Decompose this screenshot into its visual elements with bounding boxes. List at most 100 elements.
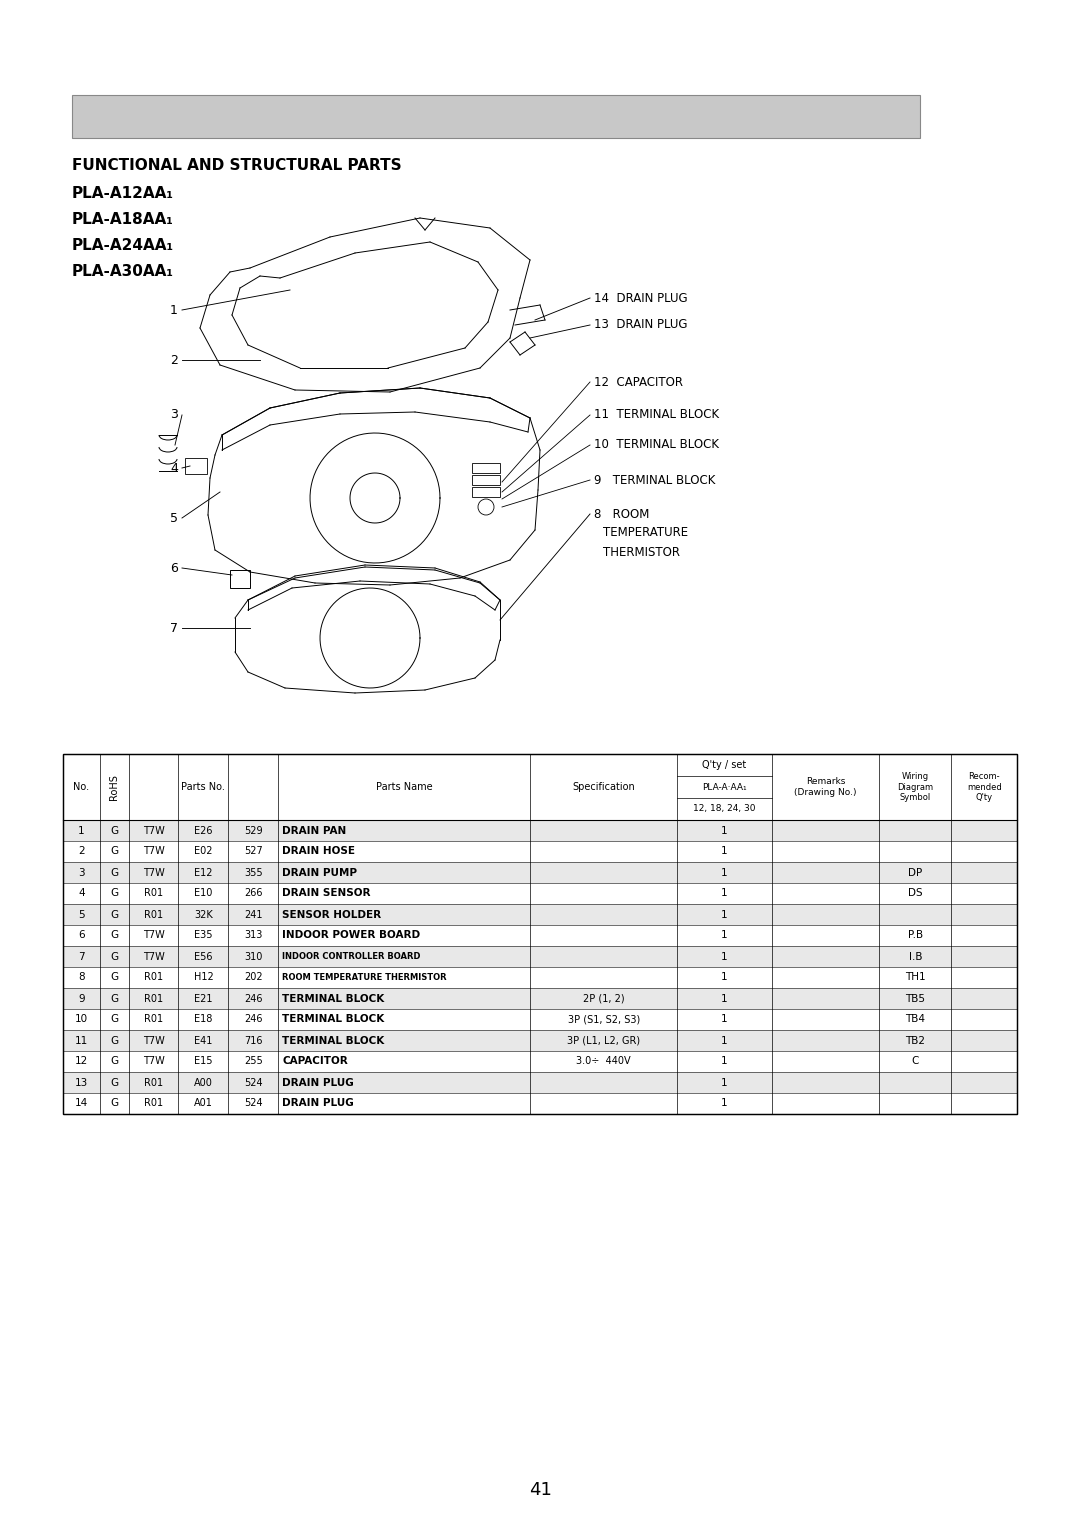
- Text: TB5: TB5: [905, 994, 926, 1003]
- Bar: [63, 968, 1017, 987]
- Bar: [472, 487, 500, 498]
- Text: PLA-A30AA₁: PLA-A30AA₁: [72, 263, 174, 279]
- Text: CAPACITOR: CAPACITOR: [282, 1056, 348, 1067]
- Text: TERMINAL BLOCK: TERMINAL BLOCK: [282, 1035, 384, 1046]
- Text: TEMPERATURE: TEMPERATURE: [603, 527, 688, 539]
- Text: RoHS: RoHS: [109, 775, 119, 799]
- Text: PLA-A18AA₁: PLA-A18AA₁: [72, 211, 174, 227]
- Bar: [185, 458, 207, 475]
- Text: TB4: TB4: [905, 1015, 926, 1024]
- Text: T7W: T7W: [143, 951, 164, 961]
- Text: 1: 1: [721, 1015, 728, 1024]
- Text: G: G: [110, 847, 118, 856]
- Text: Q'ty / set: Q'ty / set: [702, 759, 746, 770]
- Text: Wiring
Diagram
Symbol: Wiring Diagram Symbol: [897, 772, 933, 802]
- Text: 9   TERMINAL BLOCK: 9 TERMINAL BLOCK: [594, 473, 715, 487]
- Bar: [63, 1030, 1017, 1050]
- Text: 10: 10: [75, 1015, 87, 1024]
- Text: INDOOR CONTROLLER BOARD: INDOOR CONTROLLER BOARD: [282, 952, 421, 961]
- Text: G: G: [110, 1099, 118, 1108]
- Text: E56: E56: [194, 951, 213, 961]
- Text: G: G: [110, 888, 118, 899]
- Text: 2: 2: [171, 354, 178, 366]
- Text: 3.0÷  440V: 3.0÷ 440V: [577, 1056, 631, 1067]
- Text: E41: E41: [194, 1035, 213, 1046]
- Text: 9: 9: [78, 994, 84, 1003]
- Text: 11: 11: [75, 1035, 87, 1046]
- Text: 527: 527: [244, 847, 262, 856]
- Text: G: G: [110, 1015, 118, 1024]
- Text: 1: 1: [721, 847, 728, 856]
- Bar: [63, 1093, 1017, 1115]
- Text: 1: 1: [721, 868, 728, 877]
- Text: T7W: T7W: [143, 847, 164, 856]
- Text: 313: 313: [244, 931, 262, 940]
- Bar: [63, 883, 1017, 903]
- Text: G: G: [110, 868, 118, 877]
- Text: E10: E10: [194, 888, 213, 899]
- Text: Remarks
(Drawing No.): Remarks (Drawing No.): [794, 778, 856, 796]
- Text: DRAIN HOSE: DRAIN HOSE: [282, 847, 355, 856]
- Text: R01: R01: [144, 909, 163, 920]
- Text: 1: 1: [721, 994, 728, 1003]
- Text: 716: 716: [244, 1035, 262, 1046]
- Text: 3P (S1, S2, S3): 3P (S1, S2, S3): [567, 1015, 639, 1024]
- Bar: [63, 946, 1017, 968]
- Text: DRAIN PLUG: DRAIN PLUG: [282, 1099, 354, 1108]
- Text: 3: 3: [78, 868, 84, 877]
- Text: 202: 202: [244, 972, 262, 983]
- Text: A01: A01: [194, 1099, 213, 1108]
- Text: E26: E26: [194, 825, 213, 836]
- Text: E02: E02: [194, 847, 213, 856]
- Text: INDOOR POWER BOARD: INDOOR POWER BOARD: [282, 931, 420, 940]
- Text: E18: E18: [194, 1015, 213, 1024]
- Text: H12: H12: [193, 972, 213, 983]
- Text: E21: E21: [194, 994, 213, 1003]
- Text: 12, 18, 24, 30: 12, 18, 24, 30: [693, 804, 756, 813]
- Text: T7W: T7W: [143, 825, 164, 836]
- Text: 1: 1: [721, 1035, 728, 1046]
- Text: I.B: I.B: [908, 951, 922, 961]
- Text: THERMISTOR: THERMISTOR: [603, 545, 680, 559]
- Text: 1: 1: [721, 825, 728, 836]
- Text: 12  CAPACITOR: 12 CAPACITOR: [594, 375, 683, 389]
- Bar: [63, 1050, 1017, 1072]
- Text: E35: E35: [194, 931, 213, 940]
- Text: G: G: [110, 1035, 118, 1046]
- Text: 1: 1: [721, 888, 728, 899]
- Text: TB2: TB2: [905, 1035, 926, 1046]
- Text: TH1: TH1: [905, 972, 926, 983]
- Bar: [472, 475, 500, 485]
- Text: 4: 4: [78, 888, 84, 899]
- Bar: [63, 753, 1017, 1115]
- Text: DRAIN PUMP: DRAIN PUMP: [282, 868, 357, 877]
- Text: 12: 12: [75, 1056, 87, 1067]
- Text: 2P (1, 2): 2P (1, 2): [583, 994, 624, 1003]
- Text: ROOM TEMPERATURE THERMISTOR: ROOM TEMPERATURE THERMISTOR: [282, 974, 447, 981]
- Text: C: C: [912, 1056, 919, 1067]
- Text: 1: 1: [721, 1099, 728, 1108]
- Bar: [63, 753, 1017, 1115]
- Bar: [63, 821, 1017, 841]
- Text: R01: R01: [144, 1078, 163, 1087]
- Text: 1: 1: [721, 1056, 728, 1067]
- Text: P.B: P.B: [907, 931, 923, 940]
- Text: E12: E12: [194, 868, 213, 877]
- Text: 1: 1: [78, 825, 84, 836]
- Text: 13: 13: [75, 1078, 87, 1087]
- Text: FUNCTIONAL AND STRUCTURAL PARTS: FUNCTIONAL AND STRUCTURAL PARTS: [72, 158, 402, 173]
- Bar: [472, 462, 500, 473]
- Text: 355: 355: [244, 868, 262, 877]
- Text: 1: 1: [721, 972, 728, 983]
- Text: 4: 4: [171, 461, 178, 475]
- Text: TERMINAL BLOCK: TERMINAL BLOCK: [282, 994, 384, 1003]
- Text: Parts No.: Parts No.: [181, 782, 226, 792]
- Text: G: G: [110, 931, 118, 940]
- Text: Specification: Specification: [572, 782, 635, 792]
- Text: PLA-A12AA₁: PLA-A12AA₁: [72, 185, 174, 201]
- Text: R01: R01: [144, 888, 163, 899]
- Text: 7: 7: [78, 951, 84, 961]
- Text: 1: 1: [721, 909, 728, 920]
- Text: 8: 8: [78, 972, 84, 983]
- Text: T7W: T7W: [143, 1035, 164, 1046]
